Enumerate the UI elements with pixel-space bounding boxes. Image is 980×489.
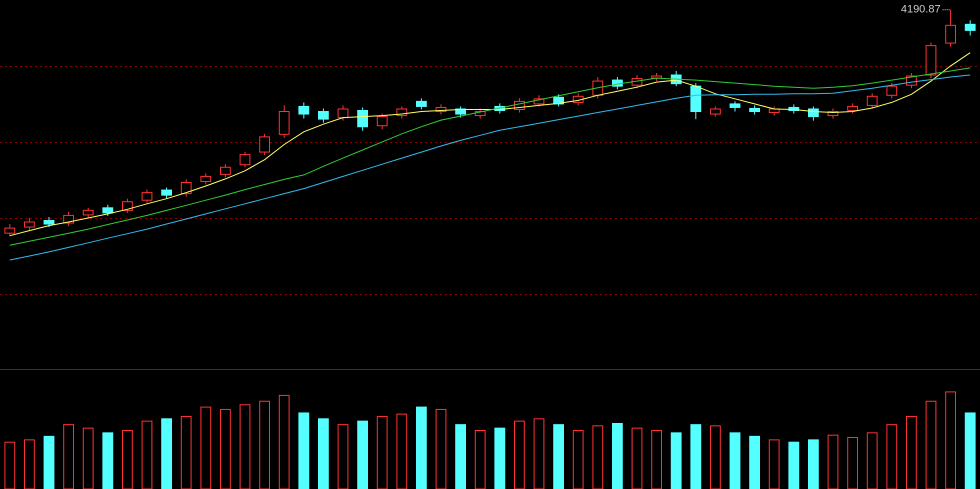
volume-bar bbox=[690, 424, 702, 489]
candle-body bbox=[729, 103, 741, 108]
candle-body bbox=[357, 109, 369, 128]
candle-body bbox=[416, 100, 427, 107]
candle-body bbox=[337, 108, 349, 119]
candle-body bbox=[102, 207, 114, 214]
volume-bar bbox=[24, 439, 35, 489]
volume-bar bbox=[651, 430, 663, 489]
candle-body bbox=[710, 108, 721, 115]
candle-body bbox=[318, 111, 329, 120]
candle-body bbox=[200, 175, 212, 182]
candle-body bbox=[396, 108, 408, 117]
candle-body bbox=[455, 108, 467, 115]
candle-body bbox=[4, 227, 16, 234]
candle-body bbox=[239, 154, 251, 166]
candle-body bbox=[24, 221, 35, 228]
volume-bar bbox=[416, 406, 427, 489]
volume-bar bbox=[318, 418, 329, 489]
volume-bar bbox=[435, 408, 447, 489]
candle-body bbox=[435, 106, 447, 113]
volume-bar bbox=[455, 424, 467, 489]
candle-body bbox=[553, 96, 565, 105]
volume-bar bbox=[553, 424, 565, 489]
volume-bar bbox=[729, 432, 741, 489]
candle-body bbox=[141, 192, 153, 201]
volume-bar bbox=[4, 441, 16, 489]
volume-bar bbox=[102, 432, 114, 489]
volume-bar bbox=[43, 435, 55, 489]
candle-body bbox=[964, 23, 976, 31]
volume-bar bbox=[161, 418, 172, 489]
volume-bar bbox=[808, 439, 819, 489]
candle-body bbox=[886, 85, 898, 96]
candle-body bbox=[847, 105, 859, 111]
candle-body bbox=[43, 219, 55, 225]
candle-body bbox=[63, 214, 75, 224]
volume-bar bbox=[964, 412, 976, 489]
volume-bar bbox=[592, 425, 604, 489]
volume-bar bbox=[710, 425, 721, 489]
volume-bar bbox=[474, 430, 486, 489]
volume-bar bbox=[827, 434, 839, 489]
volume-bar bbox=[572, 430, 584, 489]
candle-body bbox=[808, 108, 819, 118]
high-label: 4190.87 bbox=[901, 4, 941, 16]
volume-bar bbox=[357, 420, 369, 489]
volume-bar bbox=[847, 437, 859, 489]
volume-bar bbox=[259, 400, 271, 489]
volume-bar bbox=[376, 415, 388, 489]
volume-bar bbox=[239, 404, 251, 489]
volume-bar bbox=[180, 415, 192, 489]
candle-body bbox=[925, 45, 937, 76]
volume-bar bbox=[866, 432, 878, 489]
candle-body bbox=[376, 116, 388, 127]
volume-bar bbox=[886, 424, 898, 489]
volume-bar bbox=[122, 430, 133, 489]
volume-bar bbox=[768, 439, 780, 489]
moving-average-line bbox=[9, 74, 971, 261]
volume-bar bbox=[670, 432, 682, 489]
candle-body bbox=[259, 136, 271, 153]
volume-bar bbox=[533, 418, 545, 489]
candle-body bbox=[749, 107, 761, 113]
moving-average-line bbox=[9, 67, 971, 246]
candle-body bbox=[278, 111, 290, 135]
volume-bar bbox=[631, 427, 643, 489]
volume-bar bbox=[278, 394, 290, 489]
volume-bar bbox=[200, 406, 212, 489]
volume-bar bbox=[337, 424, 349, 489]
volume-bar bbox=[612, 422, 623, 489]
volume-bar bbox=[141, 420, 153, 489]
candle-body bbox=[220, 166, 231, 175]
volume-bar bbox=[514, 420, 525, 489]
candle-body bbox=[122, 201, 133, 211]
volume-bar bbox=[396, 413, 408, 489]
volume-bar bbox=[494, 427, 506, 489]
volume-bar bbox=[925, 400, 937, 489]
volume-bar bbox=[220, 408, 231, 489]
candle-body bbox=[866, 95, 878, 106]
candle-body bbox=[827, 111, 839, 117]
volume-bar bbox=[63, 424, 75, 489]
volume-bar bbox=[82, 427, 94, 489]
volume-bar bbox=[906, 415, 917, 489]
volume-bar bbox=[749, 435, 761, 489]
candle-body bbox=[906, 75, 917, 86]
candle-body bbox=[82, 209, 94, 216]
volume-bar bbox=[945, 391, 957, 489]
candle-body bbox=[298, 105, 310, 115]
volume-bar bbox=[788, 441, 800, 489]
candle-body bbox=[690, 85, 702, 113]
candle-body bbox=[945, 24, 957, 44]
candle-body bbox=[180, 181, 192, 195]
volume-bar bbox=[298, 412, 310, 489]
candle-body bbox=[161, 189, 172, 196]
